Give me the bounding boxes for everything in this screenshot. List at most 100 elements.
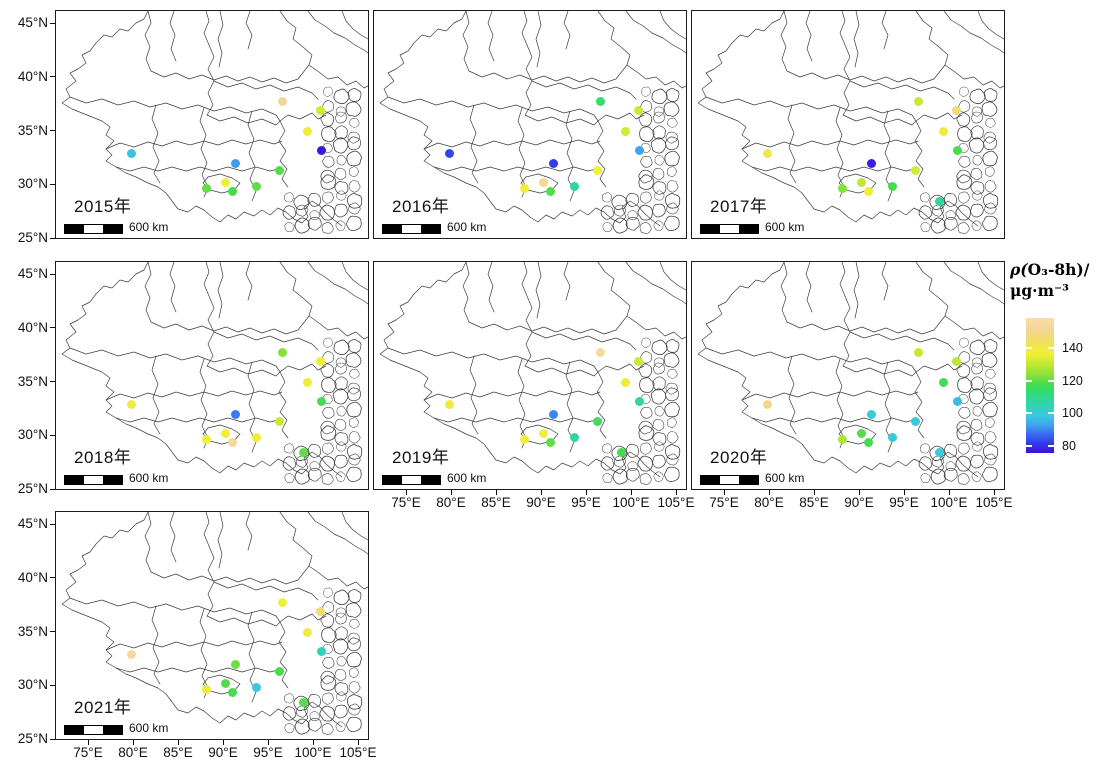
scale-bar-label: 600 km [129, 721, 169, 735]
station-point [934, 447, 944, 457]
station-point [838, 435, 848, 445]
station-point [593, 165, 603, 175]
scale-bar-label: 600 km [765, 220, 805, 234]
x-axis-tick [267, 740, 269, 745]
station-point [539, 428, 549, 438]
station-point [277, 597, 287, 607]
map-panel-2016: 2016年 600 km [373, 10, 687, 239]
y-axis-tick [50, 434, 55, 436]
y-axis-tick-label: 45°N [17, 266, 48, 281]
y-axis-tick [50, 327, 55, 329]
station-point [762, 399, 772, 409]
x-axis-tick-label: 85°E [799, 495, 829, 510]
x-axis-tick-label: 100°E [294, 745, 332, 760]
x-axis-tick-label: 100°E [612, 495, 650, 510]
x-axis-tick [723, 490, 725, 495]
year-label: 2017年 [710, 197, 768, 216]
station-point [867, 410, 877, 420]
y-axis-tick [50, 577, 55, 579]
station-point [303, 628, 313, 638]
x-axis-tick-label: 105°E [339, 745, 377, 760]
scale-bar-label: 600 km [129, 220, 169, 234]
station-point [864, 187, 874, 197]
station-point [887, 432, 897, 442]
station-point [838, 184, 848, 194]
x-axis-tick-label: 80°E [754, 495, 784, 510]
map-panel-2017: 2017年 600 km [691, 10, 1005, 239]
station-point [126, 148, 136, 158]
station-point [913, 347, 923, 357]
y-axis-tick-label: 25°N [17, 481, 48, 496]
station-point [549, 159, 559, 169]
station-point [221, 177, 231, 187]
colorbar-tick-label: 120 [1062, 373, 1083, 388]
station-point [951, 356, 961, 366]
y-axis-tick-label: 30°N [17, 427, 48, 443]
station-point [126, 399, 136, 409]
y-axis-tick-label: 40°N [17, 319, 48, 335]
x-axis-tick [312, 740, 314, 745]
station-point [315, 356, 325, 366]
station-point [251, 432, 261, 442]
station-point [934, 196, 944, 206]
station-point [569, 432, 579, 442]
x-axis-tick [540, 490, 542, 495]
x-axis-tick [132, 740, 134, 745]
scale-bar-label: 600 km [765, 471, 805, 485]
station-point [228, 688, 238, 698]
colorbar-tick-mark [1026, 346, 1032, 349]
y-axis-tick [50, 237, 55, 239]
x-axis-tick-label: 95°E [253, 745, 283, 760]
colorbar-tick-mark [1048, 346, 1054, 349]
station-point [228, 438, 238, 448]
y-axis-tick [50, 76, 55, 78]
x-axis-tick-label: 95°E [889, 495, 919, 510]
station-point [277, 96, 287, 106]
x-axis-tick [405, 490, 407, 495]
x-axis-tick [177, 740, 179, 745]
x-axis-tick-label: 90°E [526, 495, 556, 510]
station-point [231, 660, 241, 670]
station-point [316, 397, 326, 407]
colorbar-title-line1: ρ(O₃-8h)/ [1010, 260, 1090, 279]
y-axis-tick [50, 273, 55, 275]
station-point [303, 127, 313, 137]
station-point [546, 187, 556, 197]
year-label: 2016年 [392, 197, 450, 216]
y-axis-tick [50, 523, 55, 525]
map-panel-2018: 2018年 600 km 45°N 40°N 35°N 30°N 25°N [18, 261, 369, 496]
station-point [275, 416, 285, 426]
y-axis-tick-label: 35°N [17, 122, 48, 138]
y-axis-tick [50, 684, 55, 686]
colorbar-tick-label: 140 [1062, 340, 1083, 355]
station-point [634, 146, 644, 156]
station-point [251, 181, 261, 191]
y-axis-tick [50, 631, 55, 632]
station-point [634, 397, 644, 407]
station-point [520, 184, 530, 194]
x-axis-tick-label: 100°E [930, 495, 968, 510]
x-axis-tick-label: 105°E [657, 495, 695, 510]
scale-bar [64, 725, 123, 735]
station-point [251, 682, 261, 692]
y-axis-tick-label: 25°N [17, 230, 48, 245]
station-point [546, 438, 556, 448]
x-axis-tick-label: 75°E [73, 745, 103, 760]
scale-bar [64, 224, 123, 234]
colorbar-title-line2: μg·m⁻³ [1010, 280, 1069, 300]
x-axis-tick-label: 80°E [118, 745, 148, 760]
y-axis-tick [50, 183, 55, 185]
y-axis-tick-label: 30°N [17, 176, 48, 192]
scale-bar [700, 475, 759, 485]
colorbar-tick-label: 80 [1062, 439, 1076, 454]
y-axis-tick-label: 35°N [17, 373, 48, 389]
station-point [616, 447, 626, 457]
station-point [633, 105, 643, 115]
y-axis-tick-label: 25°N [17, 731, 48, 746]
x-axis-tick-label: 85°E [481, 495, 511, 510]
colorbar-title: ρ(O₃-8h)/ μg·m⁻³ [1010, 260, 1102, 302]
station-point [298, 697, 308, 707]
scale-bar [382, 224, 441, 234]
x-axis-tick [858, 490, 860, 495]
